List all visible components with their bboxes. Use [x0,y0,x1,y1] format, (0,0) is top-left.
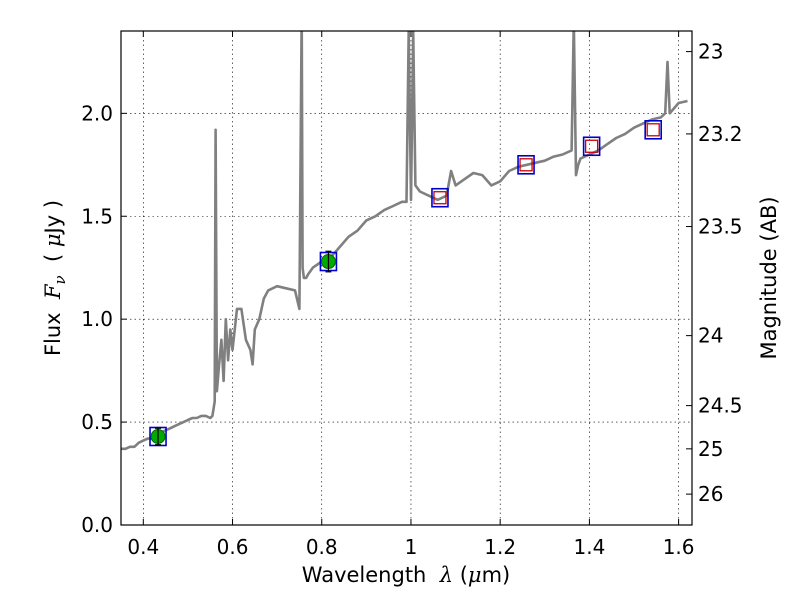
x-tick-label: 1.4 [573,535,605,559]
y-axis-symbol-f: F [41,283,65,300]
x-axis-unit-open: ( [453,563,468,587]
y2-tick-label: 23.5 [698,215,743,239]
observed-photometry-box [519,158,533,172]
y-axis-label: Flux Fν ( μJy ) [41,200,69,356]
spectrum-line [121,31,688,451]
observed-photometry-box [433,191,447,205]
y2-tick-label: 23 [698,40,723,64]
observed-photometry-box [646,123,660,137]
model-photometry-box [582,136,601,157]
model-photometry-box [149,426,167,447]
model-photometry-box [431,187,449,208]
x-tick-label: 0.6 [217,535,249,559]
y-axis-subscript-nu: ν [51,275,69,284]
x-axis-mu: μ [468,563,482,587]
observed-photometry-box [584,139,599,153]
x-axis-unit-rest: m) [482,563,511,587]
ticks: 0.4 0.6 0.8 1 1.2 1.4 1.6 0.0 0.5 1.0 1.5 2.0 23 23.2… [81,31,743,559]
y2-tick-label: 24.5 [698,394,743,418]
x-axis-label: Wavelength λ (μm) [302,563,510,587]
y-axis-label-prefix: Flux [41,299,65,356]
model-photometry-box [517,154,535,175]
x-tick-label: 0.8 [306,535,338,559]
y2-tick-label: 26 [698,482,723,506]
y2-axis-label: Magnitude (AB) [757,196,781,359]
y2-tick-label: 24 [698,324,723,348]
plot-area [121,31,688,451]
y-tick-label: 1.0 [81,307,113,331]
y-tick-label: 0.0 [81,513,113,537]
y-tick-label: 0.5 [81,410,113,434]
y2-tick-label: 23.2 [698,122,743,146]
y2-tick-label: 25 [698,437,723,461]
y-tick-label: 1.5 [81,204,113,228]
x-tick-label: 1.2 [484,535,516,559]
x-axis-lambda: λ [439,563,453,587]
y-axis-unit-open: ( [41,247,65,275]
x-axis-label-prefix: Wavelength [302,563,440,587]
x-tick-label: 1.6 [663,535,695,559]
plot-frame [120,30,693,526]
y-axis-mu: μ [41,233,65,247]
model-photometry-box [644,120,662,140]
y-tick-label: 2.0 [81,101,113,125]
x-tick-label: 1 [405,535,418,559]
y-axis-unit-rest: Jy ) [41,200,65,236]
x-tick-label: 0.4 [127,535,159,559]
